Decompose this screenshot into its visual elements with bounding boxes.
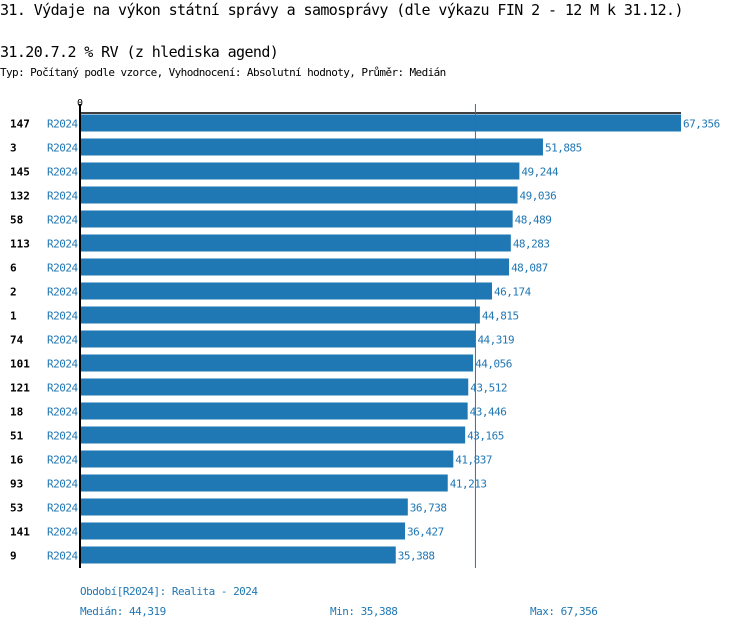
footer-max: Max: 67,356: [530, 605, 598, 618]
category-label: 58: [10, 214, 23, 227]
value-label: 51,885: [545, 142, 582, 155]
series-label: R2024: [47, 262, 78, 275]
category-label: 51: [10, 430, 24, 443]
category-label: 2: [10, 286, 17, 299]
bar: [80, 330, 476, 348]
category-label: 1: [10, 310, 17, 323]
category-label: 113: [10, 238, 30, 251]
value-label: 36,427: [407, 526, 444, 539]
value-label: 49,244: [521, 166, 559, 179]
bar: [80, 522, 406, 540]
chart-info: Typ: Počítaný podle vzorce, Vyhodnocení:…: [0, 66, 446, 79]
series-label: R2024: [47, 550, 78, 563]
bar: [80, 426, 466, 444]
bar: [80, 162, 520, 180]
series-label: R2024: [47, 118, 78, 131]
chart-subtitle: 31.20.7.2 % RV (z hlediska agend): [0, 43, 279, 61]
value-label: 44,319: [477, 334, 514, 347]
value-label: 43,165: [467, 430, 504, 443]
series-label: R2024: [47, 502, 78, 515]
bar: [80, 234, 511, 252]
series-label: R2024: [47, 430, 78, 443]
category-label: 132: [10, 190, 30, 203]
series-label: R2024: [47, 214, 78, 227]
value-label: 48,489: [515, 214, 552, 227]
footer-median: Medián: 44,319: [80, 605, 166, 618]
value-label: 44,815: [482, 310, 519, 323]
footer-period: Období[R2024]: Realita - 2024: [80, 585, 258, 598]
series-label: R2024: [47, 166, 78, 179]
bar: [80, 378, 469, 396]
value-label: 44,056: [475, 358, 512, 371]
value-label: 67,356: [683, 118, 720, 131]
category-label: 16: [10, 454, 24, 467]
bar: [80, 282, 492, 300]
category-label: 101: [10, 358, 30, 371]
series-label: R2024: [47, 190, 78, 203]
bar: [80, 450, 454, 468]
footer-min: Min: 35,388: [330, 605, 398, 618]
value-label: 43,512: [470, 382, 507, 395]
chart-title: 31. Výdaje na výkon státní správy a samo…: [0, 1, 684, 19]
bar: [80, 210, 513, 228]
bar: [80, 498, 408, 516]
series-label: R2024: [47, 454, 78, 467]
series-label: R2024: [47, 382, 78, 395]
value-label: 41,213: [450, 478, 487, 491]
value-label: 41,837: [455, 454, 492, 467]
bar: [80, 474, 448, 492]
series-label: R2024: [47, 238, 78, 251]
series-label: R2024: [47, 334, 78, 347]
category-label: 93: [10, 478, 23, 491]
value-label: 48,087: [511, 262, 548, 275]
bar: [80, 402, 468, 420]
bar: [80, 138, 543, 156]
category-label: 6: [10, 262, 17, 275]
category-label: 9: [10, 550, 17, 563]
series-label: R2024: [47, 358, 78, 371]
series-label: R2024: [47, 310, 78, 323]
axis-tick-label: 0: [77, 98, 83, 109]
value-label: 46,174: [494, 286, 532, 299]
series-label: R2024: [47, 142, 78, 155]
bar: [80, 258, 510, 276]
value-label: 43,446: [470, 406, 507, 419]
category-label: 121: [10, 382, 30, 395]
category-label: 53: [10, 502, 23, 515]
value-label: 36,738: [410, 502, 447, 515]
category-label: 141: [10, 526, 30, 539]
series-label: R2024: [47, 406, 78, 419]
value-label: 48,283: [513, 238, 550, 251]
value-label: 35,388: [398, 550, 435, 563]
series-label: R2024: [47, 286, 78, 299]
value-label: 49,036: [520, 190, 557, 203]
series-label: R2024: [47, 478, 78, 491]
bar: [80, 306, 480, 324]
bar: [80, 354, 474, 372]
series-label: R2024: [47, 526, 78, 539]
category-label: 147: [10, 118, 30, 131]
category-label: 18: [10, 406, 23, 419]
bar: [80, 114, 681, 132]
category-label: 3: [10, 142, 17, 155]
category-label: 145: [10, 166, 30, 179]
category-label: 74: [10, 334, 24, 347]
bar: [80, 186, 518, 204]
bar: [80, 546, 396, 564]
